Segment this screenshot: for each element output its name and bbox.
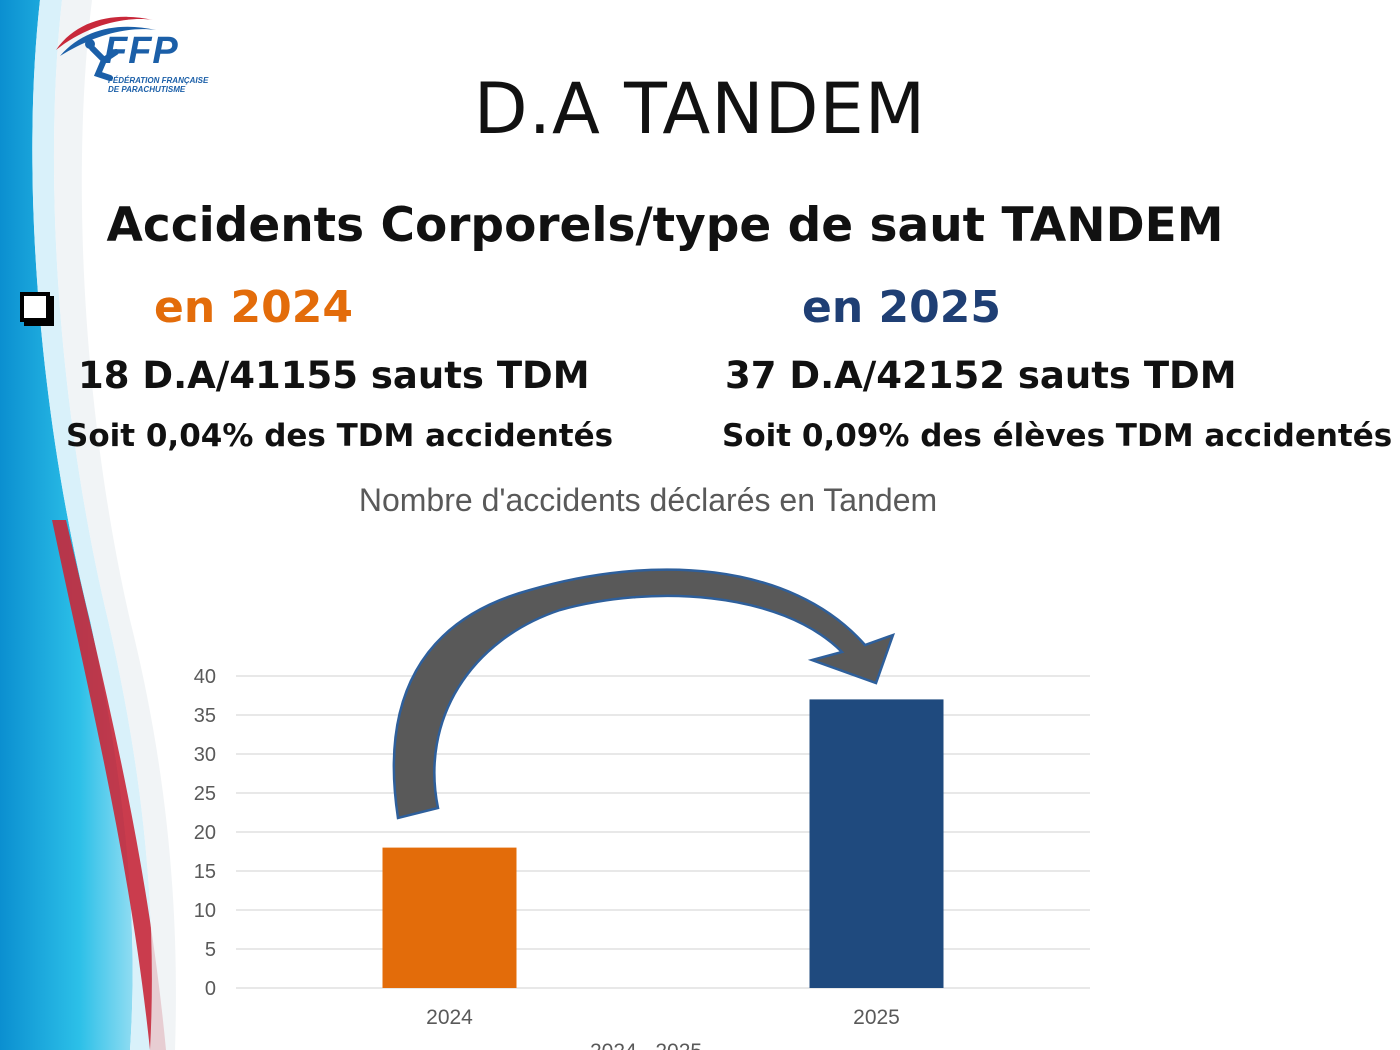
- bottom-caption: 2024 - 2025: [590, 1040, 702, 1050]
- x-tick-label: 2024: [426, 1006, 473, 1029]
- parachutist-icon: [56, 16, 156, 81]
- logo-text: FFP: [104, 30, 179, 72]
- logo-subtitle: FÉDÉRATION FRANÇAISE DE PARACHUTISME: [108, 76, 209, 94]
- curved-arrow: [392, 568, 896, 820]
- bar-2025: [809, 699, 944, 988]
- bar-2024: [382, 847, 517, 988]
- chart-gridlines: [236, 675, 1090, 989]
- y-tick-label: 40: [194, 666, 216, 688]
- y-tick-label: 35: [194, 705, 216, 727]
- year-2025-label: en 2025: [802, 282, 1001, 333]
- ffp-logo: FFP FÉDÉRATION FRANÇAISE DE PARACHUTISME: [48, 8, 208, 103]
- y-tick-label: 0: [205, 978, 216, 1000]
- stat-2024: 18 D.A/41155 sauts TDM: [78, 354, 590, 397]
- chart-x-axis: 2024 2025: [426, 1006, 900, 1029]
- pct-2024: Soit 0,04% des TDM accidentés: [66, 418, 614, 454]
- year-2024-label: en 2024: [154, 282, 353, 333]
- y-tick-label: 30: [194, 744, 216, 766]
- chart-y-axis: 0 5 10 15 20 25 30 35 40: [194, 666, 216, 1000]
- y-tick-label: 15: [194, 861, 216, 883]
- x-tick-label: 2025: [853, 1006, 900, 1029]
- y-tick-label: 5: [205, 939, 216, 961]
- chart-bars: [382, 699, 944, 988]
- y-tick-label: 10: [194, 900, 216, 922]
- chart-title: Nombre d'accidents déclarés en Tandem: [358, 482, 938, 518]
- checkbox-bullet-icon: [20, 292, 50, 322]
- page-subtitle: Accidents Corporels/type de saut TANDEM: [106, 198, 1224, 253]
- pct-2025: Soit 0,09% des élèves TDM accidentés: [722, 418, 1393, 454]
- y-tick-label: 20: [194, 822, 216, 844]
- page-title: D.A TANDEM: [473, 68, 927, 150]
- stat-2025: 37 D.A/42152 sauts TDM: [725, 354, 1237, 397]
- y-tick-label: 25: [194, 783, 216, 805]
